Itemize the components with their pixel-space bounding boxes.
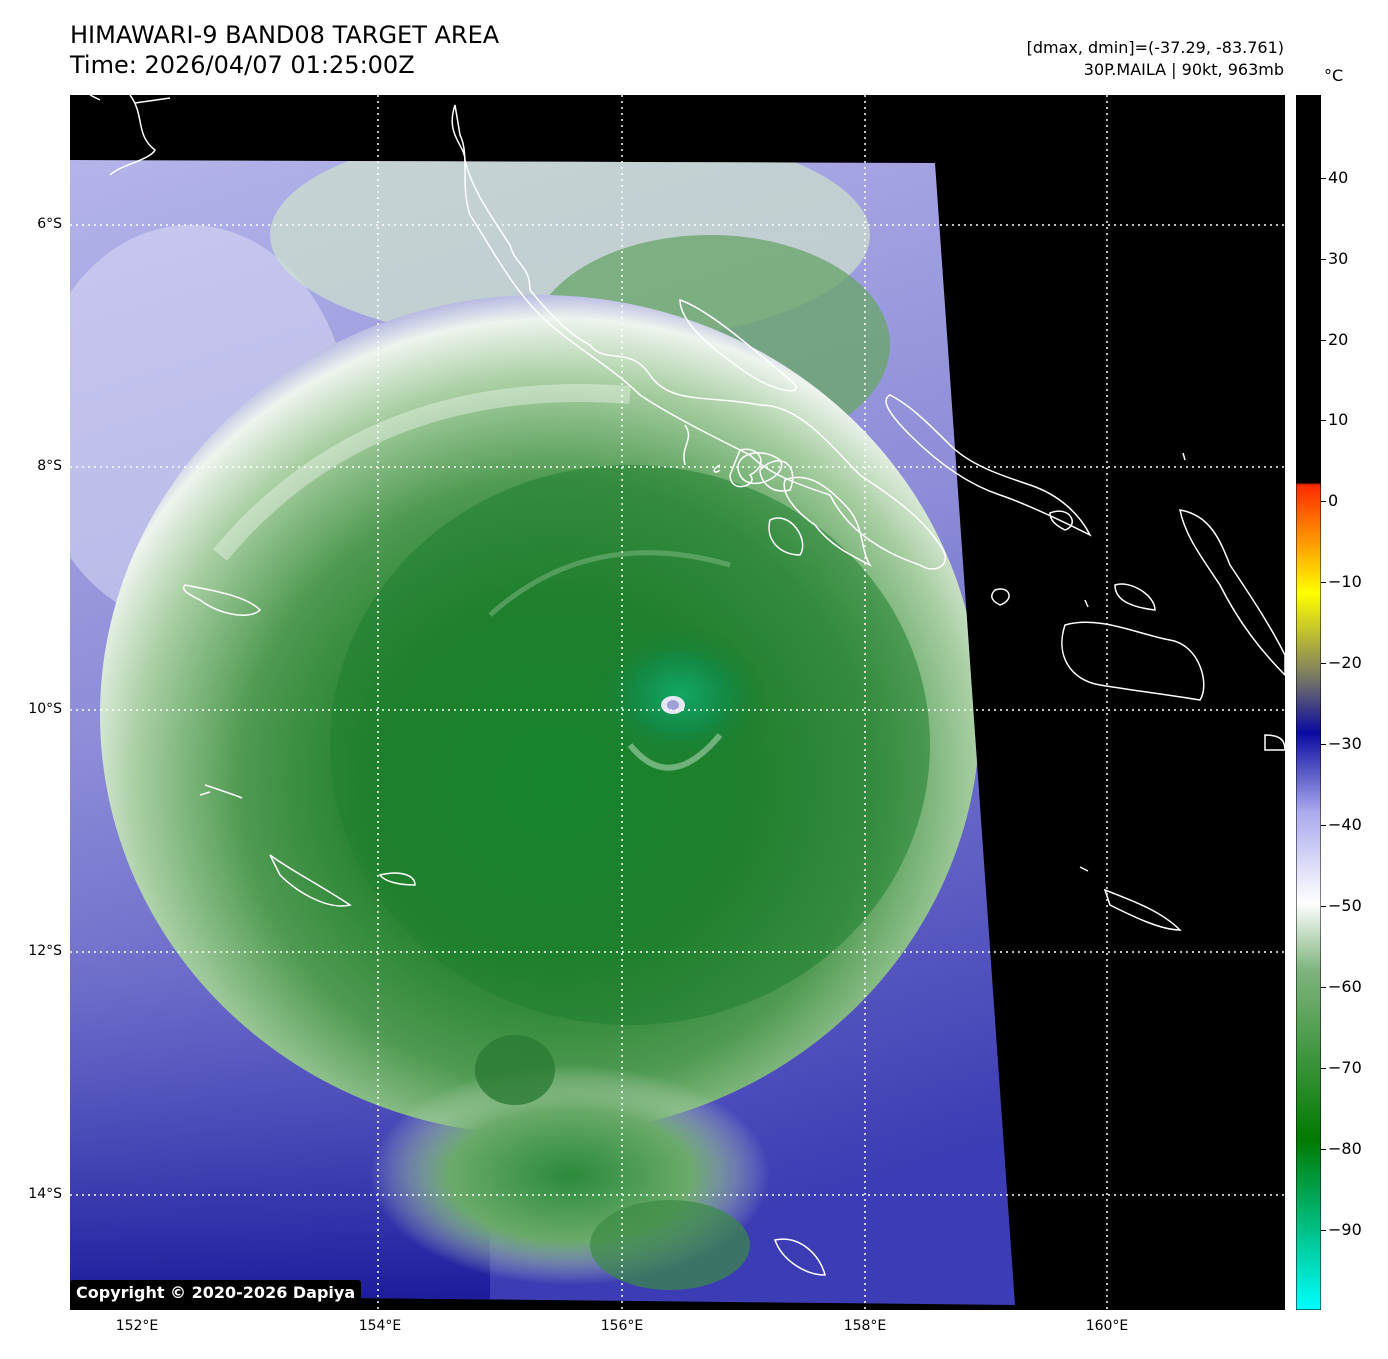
colorbar-tick-minus60: −60	[1328, 977, 1362, 996]
copyright-badge: Copyright © 2020-2026 Dapiya	[70, 1280, 362, 1307]
colorbar-tick-minus40: −40	[1328, 815, 1362, 834]
colorbar-tick-40: 40	[1328, 168, 1349, 187]
colorbar-tick-minus10: −10	[1328, 572, 1362, 591]
satellite-imagery	[70, 95, 1285, 1310]
lat-label-6s: 6°S	[37, 216, 62, 232]
colorbar-tick-minus90: −90	[1328, 1220, 1362, 1239]
colorbar-tick-10: 10	[1328, 410, 1349, 429]
lat-label-14s: 14°S	[28, 1186, 62, 1202]
colorbar-gradient	[1296, 95, 1321, 1310]
storm-info: [dmax, dmin]=(-37.29, -83.761) 30P.MAILA…	[1027, 37, 1284, 81]
colorbar-tick-minus20: −20	[1328, 653, 1362, 672]
colorbar-tick-minus50: −50	[1328, 896, 1362, 915]
title-product: HIMAWARI-9 BAND08 TARGET AREA	[70, 21, 500, 49]
lon-label-152e: 152°E	[115, 1318, 159, 1334]
colorbar-tick-30: 30	[1328, 249, 1349, 268]
storm-readout: 30P.MAILA | 90kt, 963mb	[1083, 60, 1284, 79]
colorbar	[1296, 95, 1321, 1310]
colorbar-tick-minus70: −70	[1328, 1058, 1362, 1077]
lon-label-156e: 156°E	[600, 1318, 644, 1334]
lon-label-158e: 158°E	[843, 1318, 887, 1334]
colorbar-tick-minus30: −30	[1328, 734, 1362, 753]
lon-label-154e: 154°E	[358, 1318, 402, 1334]
title-time: Time: 2026/04/07 01:25:00Z	[70, 51, 415, 79]
coastlines	[89, 95, 1285, 1276]
colorbar-tick-minus80: −80	[1328, 1139, 1362, 1158]
lat-lon-grid	[70, 95, 1285, 1310]
colorbar-tick-20: 20	[1328, 330, 1349, 349]
dmax-dmin-readout: [dmax, dmin]=(-37.29, -83.761)	[1026, 38, 1284, 57]
chart-title: HIMAWARI-9 BAND08 TARGET AREA Time: 2026…	[70, 20, 499, 80]
colorbar-unit: °C	[1324, 66, 1344, 85]
lat-label-10s: 10°S	[28, 701, 62, 717]
colorbar-tick-0: 0	[1328, 491, 1339, 510]
satellite-map	[70, 95, 1285, 1310]
lon-label-160e: 160°E	[1085, 1318, 1129, 1334]
lat-label-8s: 8°S	[37, 458, 62, 474]
lat-label-12s: 12°S	[28, 943, 62, 959]
